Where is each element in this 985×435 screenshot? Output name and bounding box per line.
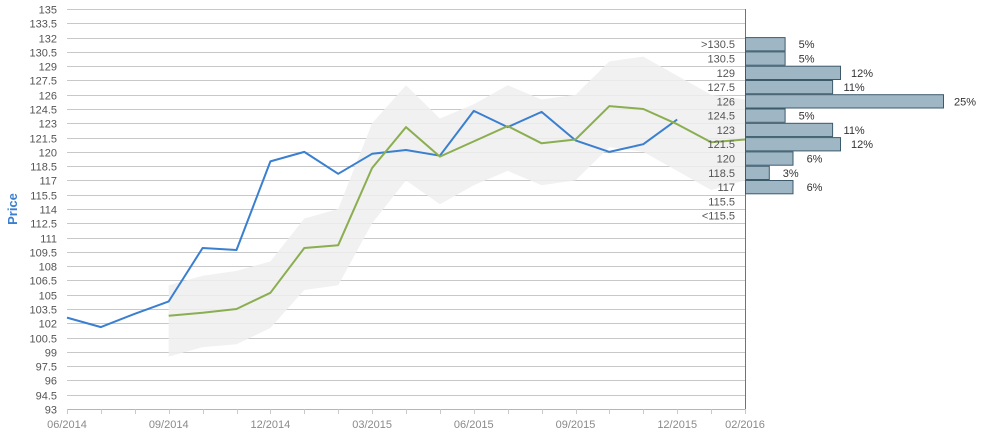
forecast-range-band <box>168 56 745 357</box>
histogram-bar <box>745 122 834 138</box>
histogram-percent-label: 5% <box>799 54 815 66</box>
y-tick-label: 106.5 <box>29 276 57 288</box>
y-tick-label: 99 <box>45 348 57 360</box>
y-tick-label: 103.5 <box>29 305 57 317</box>
histogram-percent-label: 5% <box>799 111 815 123</box>
histogram-category-label: 124.5 <box>707 111 735 123</box>
y-tick-label: 120 <box>39 148 57 160</box>
y-tick-label: 102 <box>39 319 57 331</box>
histogram-bar <box>745 65 841 80</box>
histogram-category-label: 129 <box>717 68 735 80</box>
axes: 93 94.5 96 97.5 99 100.5 102 103.5 105 106.5 108 10… <box>29 5 764 432</box>
y-axis-label: Price <box>5 193 20 225</box>
histogram-percent-label: 3% <box>783 168 799 180</box>
histogram-category-label: 121.5 <box>707 139 735 151</box>
y-tick-label: 130.5 <box>29 48 57 60</box>
series-lines <box>66 105 746 329</box>
x-tick-label: 02/2016 <box>725 419 765 431</box>
histogram-category-label: 120 <box>717 154 735 166</box>
histogram-category-label: 130.5 <box>707 54 735 66</box>
y-tick-label: 97.5 <box>36 362 57 374</box>
y-tick-label: 126 <box>39 91 57 103</box>
histogram-bar <box>745 51 786 66</box>
y-tick-label: 123 <box>39 119 57 131</box>
y-tick-label: 109.5 <box>29 248 57 260</box>
histogram-bar <box>745 94 944 109</box>
x-tick-label: 12/2014 <box>251 419 291 431</box>
histogram-bar <box>745 37 786 52</box>
forecast-average-line <box>168 105 746 317</box>
y-tick-label: 112.5 <box>30 219 57 231</box>
histogram-bar <box>745 180 794 195</box>
histogram: >130.5 5% 130.5 5% 129 12% 127.5 11% 126 25% 124.5… <box>701 37 976 223</box>
x-tick-label: 06/2015 <box>454 419 494 431</box>
histogram-percent-label: 6% <box>807 182 823 194</box>
y-tick-label: 118.5 <box>30 162 57 174</box>
y-tick-label: 114 <box>39 205 57 217</box>
y-tick-label: 127.5 <box>29 76 57 88</box>
y-tick-label: 135 <box>39 5 57 17</box>
histogram-percent-label: 12% <box>851 139 873 151</box>
y-tick-label: 105 <box>39 291 57 303</box>
y-tick-label: 115.5 <box>30 191 57 203</box>
y-tick-label: 94.5 <box>36 391 57 403</box>
x-tick-label: 03/2015 <box>352 419 392 431</box>
y-tick-label: 133.5 <box>29 19 57 31</box>
y-tick-label: 111 <box>40 234 57 246</box>
x-tick-label: 12/2015 <box>657 419 697 431</box>
histogram-bar <box>745 108 786 123</box>
y-tick-label: 129 <box>39 62 57 74</box>
histogram-category-label: 118.5 <box>708 168 735 180</box>
x-tick-label: 09/2014 <box>149 419 189 431</box>
histogram-percent-label: 12% <box>851 68 873 80</box>
x-tick-label: 09/2015 <box>556 419 596 431</box>
y-tick-label: 108 <box>39 262 57 274</box>
range-band <box>168 56 745 357</box>
histogram-category-label: <115.5 <box>702 211 735 223</box>
histogram-category-label: 127.5 <box>707 82 735 94</box>
histogram-bar <box>745 137 841 152</box>
histogram-percent-label: 5% <box>799 39 815 51</box>
histogram-bar <box>745 165 770 180</box>
y-tick-label: 93 <box>45 405 57 417</box>
y-tick-label: 117 <box>39 176 57 188</box>
histogram-category-label: 126 <box>717 96 735 108</box>
histogram-bar <box>745 151 794 166</box>
histogram-percent-label: 25% <box>954 96 976 108</box>
y-tick-label: 100.5 <box>29 334 57 346</box>
y-tick-label: 121.5 <box>29 134 57 146</box>
histogram-bar <box>745 80 834 95</box>
histogram-category-label: 117 <box>717 182 735 194</box>
histogram-percent-label: 11% <box>844 82 865 94</box>
y-tick-label: 132 <box>39 34 57 46</box>
histogram-category-label: 123 <box>717 125 735 137</box>
y-tick-label: 96 <box>45 376 57 388</box>
x-tick-label: 06/2014 <box>47 419 87 431</box>
y-tick-label: 124.5 <box>29 105 57 117</box>
histogram-percent-label: 11% <box>844 125 865 137</box>
histogram-category-label: 115.5 <box>708 196 735 208</box>
histogram-percent-label: 6% <box>807 154 823 166</box>
histogram-category-label: >130.5 <box>701 39 735 51</box>
